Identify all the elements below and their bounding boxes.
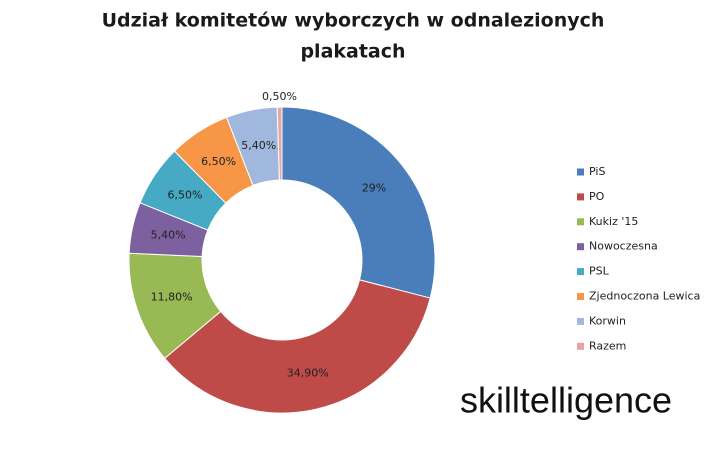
chart-title: Udział komitetów wyborczych w odnalezion… (102, 10, 605, 32)
data-label: 5,40% (151, 228, 186, 241)
legend-swatch (577, 317, 584, 325)
donut-slice (281, 106, 436, 299)
legend-swatch (577, 243, 584, 251)
legend-swatch (577, 268, 584, 276)
legend-label: Nowoczesna (589, 240, 658, 253)
legend-swatch (577, 218, 584, 226)
legend-swatch (577, 193, 584, 201)
data-label: 6,50% (168, 188, 203, 201)
data-label: 34,90% (287, 367, 329, 380)
donut-slice (164, 279, 431, 414)
legend-label: Zjednoczona Lewica (589, 290, 700, 303)
legend-label: Kukiz '15 (589, 215, 638, 228)
legend-label: PiS (589, 165, 605, 178)
donut-slice (276, 106, 283, 181)
legend-label: Razem (589, 339, 626, 352)
legend-swatch (577, 168, 584, 176)
legend-swatch (577, 342, 584, 350)
data-label: 5,40% (241, 139, 276, 152)
logo: skilltelligence (460, 380, 672, 421)
legend-swatch (577, 293, 584, 300)
legend-label: PO (589, 190, 605, 203)
chart-title: plakatach (300, 41, 405, 63)
data-label: 11,80% (151, 290, 193, 303)
data-label: 29% (362, 182, 386, 195)
legend-label: Korwin (589, 314, 626, 327)
data-label: 0,50% (262, 90, 297, 103)
legend-label: PSL (589, 265, 610, 278)
data-label: 6,50% (201, 155, 236, 168)
